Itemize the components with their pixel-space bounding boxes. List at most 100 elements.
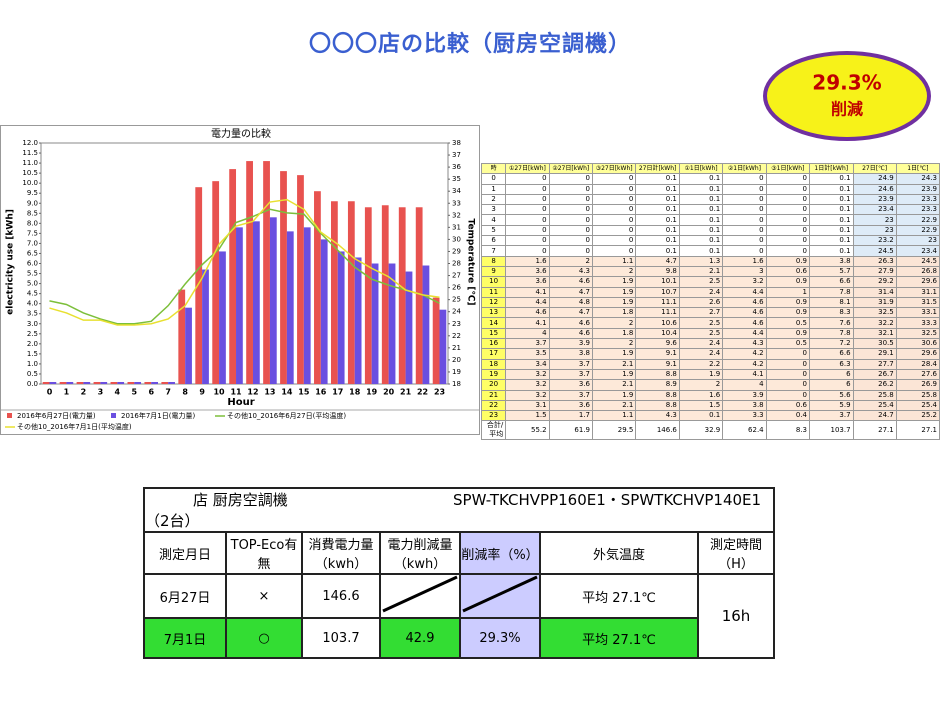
x-tick-label: 9 [199, 388, 205, 397]
cell: 2.1 [678, 265, 724, 278]
y-tick-label: 11.0 [22, 159, 38, 167]
cell: 0 [765, 245, 811, 257]
cell: 0 [591, 193, 637, 206]
cell: 0 [548, 235, 593, 247]
bar [100, 381, 108, 384]
cell: ○ [225, 617, 303, 659]
cell: 0 [765, 193, 811, 206]
diagonal [462, 575, 538, 613]
cell: 8.9 [635, 379, 680, 391]
cell: 0.1 [809, 214, 854, 226]
cell: 27.1 [852, 420, 897, 441]
cell: 26.3 [852, 255, 897, 267]
cell: 0.1 [678, 235, 724, 247]
cell: 3.2 [722, 276, 767, 288]
cell: 29.1 [852, 348, 897, 360]
cell: 1.9 [591, 276, 637, 288]
cell: 0 [722, 224, 767, 237]
y2-tick-label: 19 [452, 368, 461, 376]
header-cell: ③1日[kWh] [765, 162, 811, 175]
cell: 1.6 [678, 389, 724, 401]
cell: 3.9 [722, 389, 767, 401]
cell: 0 [505, 204, 550, 216]
badge: 29.3% 削減 [763, 51, 931, 141]
bar [246, 161, 253, 384]
cell: 23.3 [895, 204, 940, 216]
cell: 0 [505, 245, 550, 257]
cell: 9 [480, 265, 507, 278]
chart-title: 電力量の比較 [211, 127, 271, 140]
cell: 26.9 [895, 379, 940, 391]
bar [219, 251, 226, 384]
bar [263, 161, 270, 384]
cell: 6 [809, 368, 854, 381]
cell: 23.2 [852, 235, 897, 247]
empty-cell [379, 573, 461, 619]
cell: 16 [480, 338, 507, 350]
bar [439, 309, 447, 384]
cell: 3.2 [505, 368, 550, 381]
cell: 1 [480, 183, 507, 195]
cell: 4.4 [505, 296, 550, 309]
cell: 9.1 [635, 348, 680, 360]
header-cell: ②1日[kWh] [722, 162, 767, 175]
cell: 2 [591, 265, 637, 278]
bar [185, 307, 192, 384]
cell: 0.9 [765, 255, 811, 267]
bar [229, 169, 237, 384]
cell: 0 [480, 173, 507, 185]
cell: 0.9 [765, 327, 811, 340]
cell: 0 [722, 173, 767, 185]
cell: 32.1 [852, 327, 897, 340]
cell: 3.9 [548, 338, 593, 350]
cell: 4.3 [548, 265, 593, 278]
cell: 30.6 [895, 338, 940, 350]
cell: 11.1 [635, 296, 680, 309]
x-tick-label: 0 [47, 388, 53, 397]
badge-shape [763, 51, 931, 141]
cell: 4 [722, 379, 767, 391]
cell: 1.9 [591, 348, 637, 360]
cell: 0.1 [809, 224, 854, 237]
y-tick-label: 7.5 [27, 229, 38, 237]
cell: 0 [505, 214, 550, 226]
cell: 25.8 [895, 389, 940, 401]
cell: 0.1 [635, 193, 680, 206]
bar [314, 191, 321, 384]
bar [117, 381, 125, 384]
y2-tick-label: 29 [452, 247, 461, 255]
cell: 0.1 [809, 193, 854, 206]
table-row: 22 3.1 3.6 2.1 8.8 1.5 3.8 0.6 5.9 25.4 25.4 [480, 399, 940, 412]
table-row: 15 4 4.6 1.8 10.4 2.5 4.4 0.9 7.8 32.1 32.5 [480, 327, 940, 340]
x-tick-label: 4 [115, 388, 121, 397]
table-row: 6 0 0 0 0.1 0.1 0 0 0.1 23.2 23 [480, 235, 940, 247]
table-row: 21 3.2 3.7 1.9 8.8 1.6 3.9 0 5.6 25.8 25.8 [480, 389, 940, 401]
bar [134, 381, 142, 384]
y2-tick-label: 18 [452, 380, 461, 388]
legend-label: その他10_2016年6月27日(平均温度) [227, 411, 346, 420]
cell: 3 [480, 204, 507, 216]
cell: 2.5 [678, 327, 724, 340]
x-tick-label: 23 [434, 388, 445, 397]
unit: 店 厨房空調機 [193, 491, 288, 509]
y-tick-label: 2.5 [27, 330, 38, 338]
cell: 0.6 [765, 265, 811, 278]
cell: 1.8 [591, 307, 637, 319]
cell: 平均 27.1℃ [539, 617, 699, 659]
cell: 30.5 [852, 338, 897, 350]
y-tick-label: 7.0 [27, 239, 38, 247]
cell: 0 [591, 173, 637, 185]
cell: 2 [548, 255, 593, 267]
x-tick-label: 16 [315, 388, 327, 397]
cell: 0.1 [809, 173, 854, 185]
cell: 55.2 [505, 420, 550, 441]
y-tick-label: 10.0 [22, 179, 38, 187]
cell: 8.8 [635, 368, 680, 381]
cell: 22 [480, 399, 507, 412]
cell: 18 [480, 358, 507, 370]
x-tick-label: 13 [264, 388, 275, 397]
cell: 31.5 [895, 296, 940, 309]
line [49, 198, 440, 326]
cell: 0 [591, 245, 637, 257]
